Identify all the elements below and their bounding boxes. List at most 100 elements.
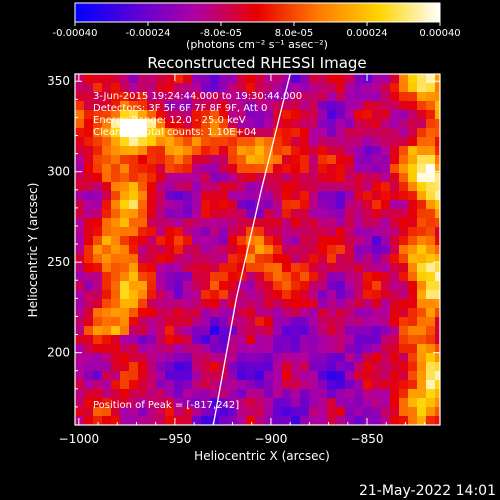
heatmap-cell [174,218,184,228]
heatmap-cell [147,83,157,93]
heatmap-cell [120,182,130,192]
heatmap-cell [156,173,166,183]
heatmap-cell [363,173,373,183]
heatmap-cell [165,308,175,318]
heatmap-cell [183,200,193,210]
heatmap-cell [228,335,238,345]
heatmap-cell [255,326,265,336]
heatmap-cell [318,272,328,282]
heatmap-cell [219,191,229,201]
heatmap-cell [165,74,175,84]
heatmap-cell [237,281,247,291]
heatmap-cell [318,407,328,417]
heatmap-cell [201,380,211,390]
heatmap-cell [273,191,283,201]
heatmap-cell [381,344,391,354]
heatmap-cell [93,407,103,417]
heatmap-cell [318,146,328,156]
heatmap-cell [372,236,382,246]
heatmap-cell [264,218,274,228]
heatmap-cell [354,182,364,192]
heatmap-cell [219,263,229,273]
heatmap-cell [201,146,211,156]
heatmap-cell [129,263,139,273]
heatmap-cell [381,218,391,228]
heatmap-cell [372,83,382,93]
heatmap-cell [408,191,418,201]
heatmap-cell [363,209,373,219]
heatmap-cell [264,380,274,390]
heatmap-cell [336,416,346,425]
heatmap-cell [327,173,337,183]
heatmap-cell [183,92,193,102]
heatmap-cell [390,308,400,318]
heatmap-cell [111,344,121,354]
heatmap-cell [345,290,355,300]
heatmap-cell [129,416,139,425]
heatmap-cell [300,344,310,354]
heatmap-cell [147,272,157,282]
heatmap-cell [417,326,427,336]
heatmap-cell [345,407,355,417]
heatmap-cell [426,128,436,138]
heatmap-cell [129,272,139,282]
heatmap-cell [246,173,256,183]
heatmap-cell [255,317,265,327]
heatmap-cell [75,164,85,174]
heatmap-cell [165,227,175,237]
heatmap-cell [174,227,184,237]
heatmap-cell [102,209,112,219]
heatmap-cell [192,416,202,425]
heatmap-cell [273,362,283,372]
heatmap-cell [255,146,265,156]
heatmap-cell [354,119,364,129]
heatmap-cell [201,389,211,399]
heatmap-cell [345,389,355,399]
heatmap-cell [363,371,373,381]
heatmap-cell [93,209,103,219]
heatmap-cell [246,128,256,138]
heatmap-cell [381,335,391,345]
heatmap-cell [183,245,193,255]
heatmap-cell [147,281,157,291]
heatmap-cell [435,200,440,210]
heatmap-cell [219,254,229,264]
heatmap-cell [390,281,400,291]
heatmap-cell [228,389,238,399]
heatmap-cell [246,272,256,282]
heatmap-cell [327,74,337,84]
heatmap-cell [156,272,166,282]
heatmap-cell [201,398,211,408]
heatmap-cell [93,389,103,399]
heatmap-cell [300,83,310,93]
heatmap-cell [93,317,103,327]
heatmap-cell [201,182,211,192]
heatmap-cell [192,173,202,183]
heatmap-cell [363,200,373,210]
heatmap-cell [318,290,328,300]
heatmap-cell [363,317,373,327]
heatmap-cell [210,92,220,102]
heatmap-cell [354,416,364,425]
heatmap-cell [84,182,94,192]
heatmap-cell [264,191,274,201]
heatmap-cell [174,191,184,201]
heatmap-cell [255,164,265,174]
heatmap-cell [192,326,202,336]
heatmap-cell [93,191,103,201]
heatmap-cell [318,164,328,174]
heatmap-cell [147,209,157,219]
heatmap-cell [300,110,310,120]
heatmap-cell [417,146,427,156]
heatmap-cell [327,362,337,372]
heatmap-cell [201,326,211,336]
heatmap-cell [336,317,346,327]
heatmap-cell [237,371,247,381]
heatmap-cell [111,254,121,264]
heatmap-cell [228,182,238,192]
heatmap-cell [345,263,355,273]
heatmap-cell [228,200,238,210]
heatmap-cell [147,353,157,363]
heatmap-cell [210,245,220,255]
heatmap-cell [435,416,440,425]
